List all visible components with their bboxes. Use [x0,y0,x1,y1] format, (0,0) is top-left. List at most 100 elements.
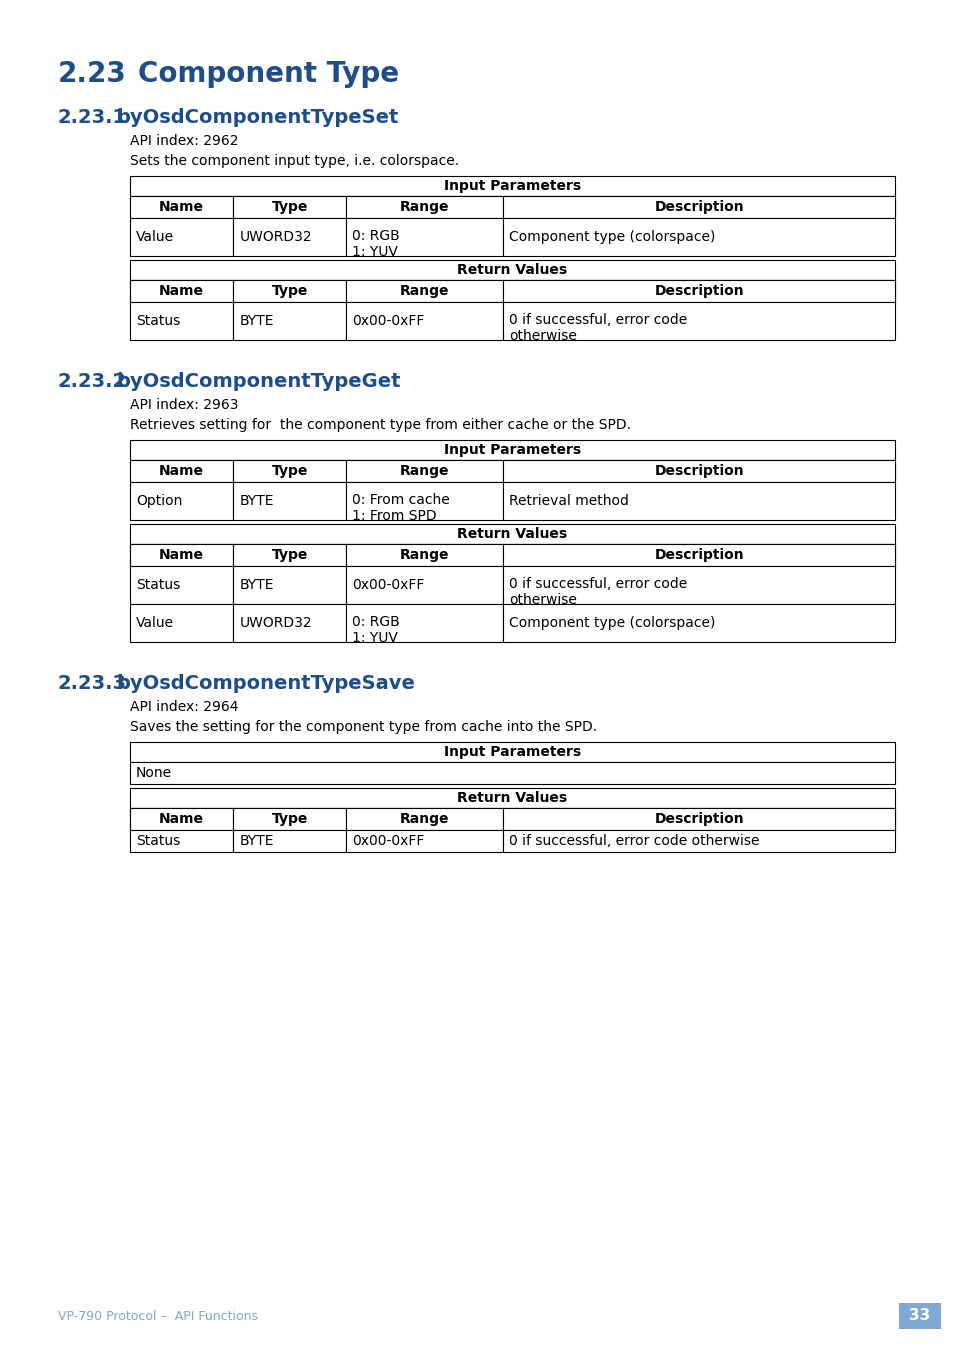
Text: Name: Name [159,200,204,214]
Text: API index: 2963: API index: 2963 [130,398,238,412]
Text: Input Parameters: Input Parameters [443,745,580,760]
Bar [346,460,503,482]
Text: 0 if successful, error code otherwise: 0 if successful, error code otherwise [509,834,759,848]
Text: API index: 2962: API index: 2962 [130,134,238,148]
Text: API index: 2964: API index: 2964 [130,700,238,714]
Text: Description: Description [654,548,743,562]
Text: Name: Name [159,284,204,298]
Bar [130,218,233,256]
Bar [503,196,894,218]
Bar [130,280,894,302]
Text: 2.23.3: 2.23.3 [58,674,127,693]
Text: 2.23: 2.23 [58,60,127,88]
Bar [898,1303,940,1330]
Text: byOsdComponentTypeGet: byOsdComponentTypeGet [116,372,400,391]
Bar [130,176,894,196]
Text: Name: Name [159,464,204,478]
Text: Return Values: Return Values [456,791,567,806]
Bar [346,280,503,302]
Bar [130,830,233,852]
Text: Saves the setting for the component type from cache into the SPD.: Saves the setting for the component type… [130,720,597,734]
Bar [130,808,233,830]
Text: VP-790 Protocol –  API Functions: VP-790 Protocol – API Functions [58,1309,257,1323]
Text: BYTE: BYTE [239,314,274,328]
Bar [130,544,894,566]
Bar [130,762,894,784]
Text: Component type (colorspace): Component type (colorspace) [509,616,715,630]
Text: Return Values: Return Values [456,263,567,278]
Text: UWORD32: UWORD32 [239,616,312,630]
Bar [130,482,233,520]
Text: otherwise: otherwise [509,329,577,343]
Text: Status: Status [136,314,180,328]
Text: Name: Name [159,548,204,562]
Text: 33: 33 [908,1308,929,1323]
Bar [233,460,346,482]
Text: Input Parameters: Input Parameters [443,443,580,458]
Text: Input Parameters: Input Parameters [443,179,580,194]
Text: 0: RGB: 0: RGB [352,616,400,630]
Bar [503,544,894,566]
Text: Status: Status [136,834,180,848]
Bar [130,544,233,566]
Text: 0x00-0xFF: 0x00-0xFF [352,578,424,592]
Text: BYTE: BYTE [239,834,274,848]
Text: UWORD32: UWORD32 [239,230,312,244]
Bar [233,808,346,830]
Text: Retrieves setting for  the component type from either cache or the SPD.: Retrieves setting for the component type… [130,418,630,432]
Text: Range: Range [399,464,449,478]
Bar [130,280,233,302]
Bar [503,460,894,482]
Bar [130,808,894,830]
Text: Range: Range [399,284,449,298]
Bar [130,460,894,482]
Text: 0x00-0xFF: 0x00-0xFF [352,834,424,848]
Text: Type: Type [272,548,308,562]
Text: 1: YUV: 1: YUV [352,245,398,259]
Bar [346,482,503,520]
Text: Range: Range [399,812,449,826]
Text: Return Values: Return Values [456,527,567,542]
Text: Component Type: Component Type [138,60,398,88]
Bar [503,830,894,852]
Bar [346,808,503,830]
Bar [233,830,346,852]
Text: Description: Description [654,464,743,478]
Text: Sets the component input type, i.e. colorspace.: Sets the component input type, i.e. colo… [130,154,458,168]
Text: 2.23.1: 2.23.1 [58,108,127,127]
Bar [503,808,894,830]
Bar [233,604,346,642]
Bar [233,566,346,604]
Text: otherwise: otherwise [509,593,577,607]
Bar [503,280,894,302]
Text: Description: Description [654,284,743,298]
Text: Type: Type [272,812,308,826]
Bar [130,604,233,642]
Text: 1: YUV: 1: YUV [352,631,398,645]
Bar [130,260,894,280]
Text: BYTE: BYTE [239,578,274,592]
Text: Description: Description [654,812,743,826]
Bar [233,544,346,566]
Text: byOsdComponentTypeSave: byOsdComponentTypeSave [116,674,415,693]
Text: Retrieval method: Retrieval method [509,494,629,508]
Text: Type: Type [272,284,308,298]
Bar [503,302,894,340]
Text: None: None [136,766,172,780]
Text: BYTE: BYTE [239,494,274,508]
Text: Status: Status [136,578,180,592]
Bar [233,302,346,340]
Bar [130,742,894,762]
Bar [130,788,894,808]
Text: 0x00-0xFF: 0x00-0xFF [352,314,424,328]
Bar [130,524,894,544]
Bar [346,196,503,218]
Text: 2.23.2: 2.23.2 [58,372,127,391]
Text: Range: Range [399,200,449,214]
Text: Type: Type [272,200,308,214]
Text: Component type (colorspace): Component type (colorspace) [509,230,715,244]
Bar [233,196,346,218]
Text: 0 if successful, error code: 0 if successful, error code [509,578,687,592]
Bar [503,482,894,520]
Text: Option: Option [136,494,182,508]
